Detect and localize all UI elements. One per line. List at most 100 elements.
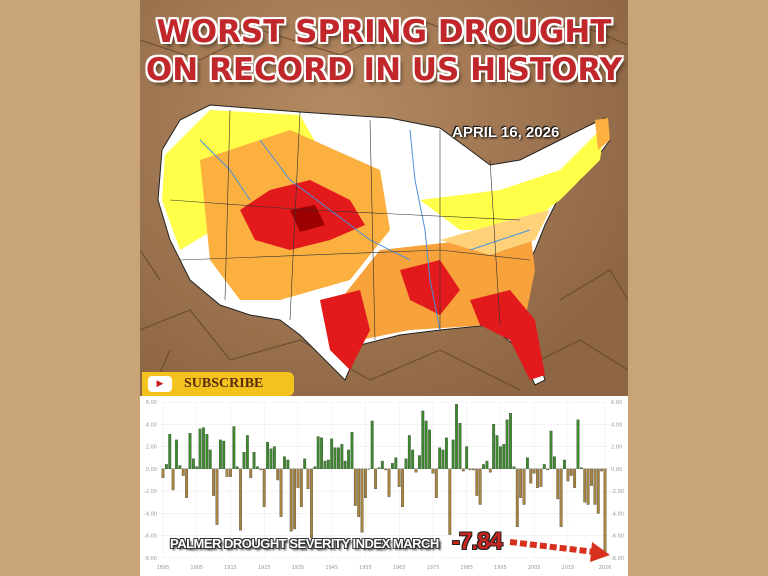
bar-1937 — [303, 458, 307, 470]
bar-1922 — [252, 451, 256, 470]
drought-map — [140, 19, 628, 397]
bar-1895 — [161, 468, 165, 478]
bar-1903 — [188, 433, 192, 470]
x-tick-label: 1895 — [157, 565, 170, 571]
bar-1997 — [505, 419, 509, 470]
bar-1965 — [397, 468, 401, 487]
bar-1919 — [242, 451, 246, 470]
bar-1943 — [323, 460, 327, 470]
bar-1950 — [347, 449, 350, 470]
bar-1947 — [337, 447, 340, 470]
bar-1980 — [448, 468, 452, 535]
bar-2014 — [563, 459, 566, 470]
bar-2015 — [566, 468, 570, 482]
bar-1996 — [502, 444, 506, 470]
y-tick-label-right: -2.00 — [611, 489, 624, 495]
bar-2008 — [542, 464, 546, 470]
bar-1975 — [431, 468, 435, 474]
bar-1936 — [299, 468, 303, 507]
bar-1902 — [185, 468, 189, 498]
bar-2002 — [522, 468, 526, 505]
bar-1982 — [455, 404, 458, 470]
bar-1990 — [482, 464, 485, 470]
bar-2018 — [576, 419, 580, 470]
subscribe-label: SUBSCRIBE — [184, 376, 264, 391]
bar-2000 — [515, 468, 519, 527]
bar-1976 — [434, 468, 438, 498]
bar-2005 — [532, 468, 536, 474]
x-tick-label: 1945 — [325, 565, 338, 571]
y-tick-label-right: 0.00 — [611, 467, 622, 473]
bar-1913 — [222, 440, 226, 470]
headline-line-1: WORST SPRING DROUGHT — [156, 14, 612, 50]
bar-2023 — [593, 468, 597, 505]
x-tick-label: 1915 — [224, 565, 237, 571]
bar-1974 — [428, 429, 431, 470]
subscribe-button[interactable]: ▶ SUBSCRIBE — [142, 372, 294, 396]
bar-1916 — [232, 426, 236, 470]
bar-1927 — [269, 448, 273, 470]
trend-arrow — [509, 539, 610, 562]
bar-1926 — [266, 441, 270, 470]
bar-1979 — [445, 437, 448, 470]
bar-1920 — [245, 435, 249, 470]
bar-1953 — [357, 468, 361, 517]
y-tick-label-right: -8.00 — [611, 556, 624, 562]
bar-1941 — [316, 436, 320, 470]
youtube-play-icon: ▶ — [148, 376, 172, 392]
bar-1923 — [256, 466, 259, 470]
bar-1904 — [191, 458, 195, 470]
bar-1966 — [401, 468, 404, 507]
map-section: WORST SPRING DROUGHT ON RECORD IN US HIS… — [140, 0, 628, 397]
bar-1994 — [495, 435, 499, 470]
bar-1906 — [198, 428, 202, 470]
bar-1963 — [391, 463, 394, 470]
bar-1908 — [205, 434, 209, 470]
y-tick-label-right: 2.00 — [611, 445, 622, 451]
bar-1925 — [262, 468, 266, 507]
bar-1983 — [458, 423, 462, 470]
x-tick-label: 1935 — [292, 565, 305, 571]
bar-2004 — [529, 468, 533, 484]
bar-1969 — [411, 449, 415, 470]
x-tick-label: 1905 — [190, 565, 203, 571]
bar-1938 — [306, 468, 310, 490]
bar-1901 — [181, 468, 185, 476]
bar-1911 — [215, 468, 219, 525]
y-tick-label-left: -8.00 — [144, 556, 157, 562]
bar-chart: 6.00 6.00 4.00 4.00 2.00 2.00 0.00 0.00 -2.00 -2.… — [144, 400, 624, 571]
bar-1962 — [387, 468, 391, 497]
bar-2020 — [583, 468, 587, 503]
bar-1993 — [492, 424, 496, 470]
bar-1955 — [364, 468, 367, 498]
bar-1907 — [202, 427, 205, 470]
bar-1968 — [407, 435, 411, 470]
y-tick-label-left: -4.00 — [144, 511, 157, 517]
y-tick-label-right: -6.00 — [611, 534, 624, 540]
headline-line-2: ON RECORD IN US HISTORY — [145, 52, 623, 88]
y-tick-label-right: 6.00 — [611, 400, 622, 406]
bar-1999 — [512, 466, 516, 470]
bar-1929 — [276, 468, 280, 481]
bar-1896 — [164, 464, 168, 470]
y-tick-label-left: -6.00 — [144, 534, 157, 540]
bar-1981 — [451, 439, 455, 470]
bar-1945 — [330, 438, 334, 470]
bar-1978 — [441, 449, 445, 470]
y-tick-label-left: -2.00 — [144, 489, 157, 495]
y-tick-label-right: 4.00 — [611, 422, 622, 428]
x-tick-label: 2015 — [562, 565, 575, 571]
y-tick-label-left: 4.00 — [146, 422, 157, 428]
bar-1959 — [377, 467, 381, 470]
bar-1960 — [380, 460, 384, 470]
bar-1985 — [465, 446, 469, 470]
drought-areas — [162, 110, 610, 380]
bar-1924 — [259, 468, 263, 471]
bar-1958 — [374, 468, 377, 490]
bar-1915 — [229, 468, 232, 477]
bar-2025 — [600, 468, 604, 472]
bar-1961 — [384, 468, 388, 471]
bar-1972 — [421, 410, 425, 470]
bar-2019 — [579, 467, 583, 470]
bar-2010 — [549, 430, 553, 470]
